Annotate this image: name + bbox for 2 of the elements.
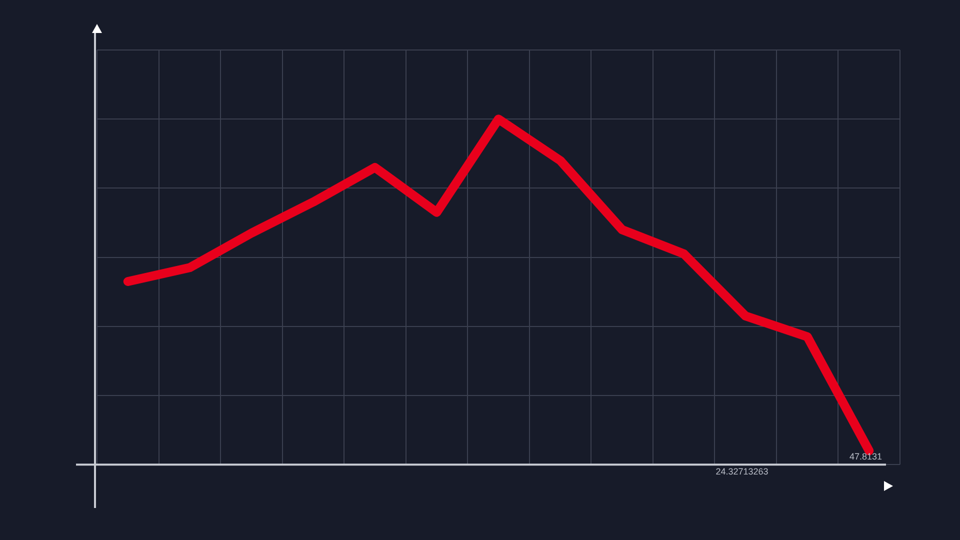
annotation: 47.8131 [849, 452, 882, 462]
text: 24.32713263 [716, 466, 768, 477]
